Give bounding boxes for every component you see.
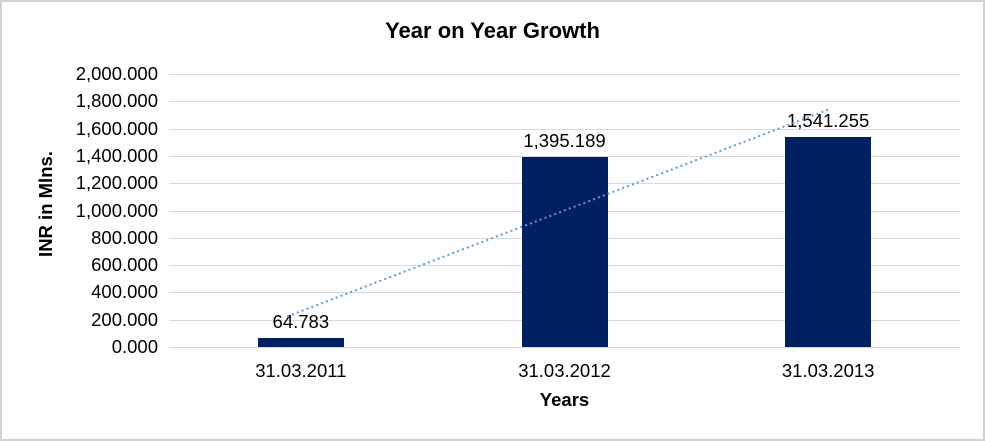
y-tick-label: 800.000 <box>91 226 158 248</box>
x-tick-label: 31.03.2011 <box>255 360 347 381</box>
bar <box>521 156 608 347</box>
y-tick-label: 0.000 <box>111 336 158 357</box>
y-tick-label: 1,400.000 <box>75 144 158 166</box>
x-tick-label: 31.03.2012 <box>518 360 611 381</box>
bar <box>785 136 872 347</box>
x-tick-label: 31.03.2013 <box>781 360 875 381</box>
chart-title: Year on Year Growth <box>385 18 600 43</box>
y-tick-label: 400.000 <box>91 281 158 303</box>
y-tick-label: 1,000.000 <box>75 199 158 221</box>
y-tick-label: 600.000 <box>91 254 158 276</box>
bar <box>257 338 344 347</box>
y-tick-label: 1,600.000 <box>75 117 158 139</box>
data-label: 64.783 <box>272 311 330 333</box>
gridline <box>169 74 960 75</box>
y-tick-label: 1,200.000 <box>75 172 158 194</box>
y-tick-label: 2,000.000 <box>75 63 158 84</box>
data-label: 1,395.189 <box>523 129 606 151</box>
y-tick-label: 1,800.000 <box>75 90 158 112</box>
gridline <box>169 347 960 348</box>
x-axis-title: Years <box>539 389 590 410</box>
y-tick-label: 200.000 <box>91 308 158 330</box>
gridline <box>169 101 960 103</box>
data-label: 1,541.255 <box>787 109 870 131</box>
